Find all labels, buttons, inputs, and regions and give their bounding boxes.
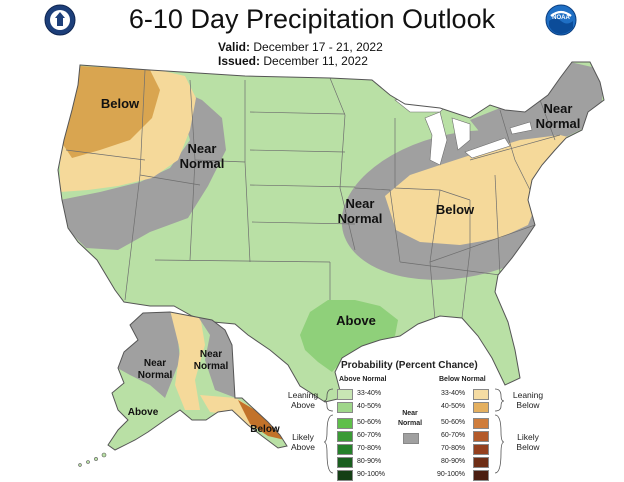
legend-likely-above-2: Above [290, 442, 316, 452]
legend-likely-below-1: Likely [517, 432, 539, 442]
noaa-logo: NOAA [545, 4, 577, 36]
legend-below-label: 60-70% [441, 432, 466, 439]
legend-near-normal: Near Normal [395, 409, 425, 429]
legend-below-swatch [473, 457, 489, 468]
legend-likely-below-2: Below [516, 442, 540, 452]
legend-below-header: Below Normal [439, 376, 486, 383]
conus-map [58, 62, 604, 402]
below-west-area [60, 66, 160, 158]
label-ak-above: Above [128, 407, 159, 418]
issued-date: December 11, 2022 [263, 54, 368, 68]
ak-below-area [238, 400, 285, 440]
legend-title: Probability (Percent Chance) [341, 360, 478, 371]
legend-leaning-below-2: Below [516, 400, 540, 410]
label-ak-near-west-2: Normal [138, 370, 173, 381]
legend-above-label: 50-60% [357, 419, 382, 426]
legend-below-swatch [473, 444, 489, 455]
legend-likely-above: Likely Above [283, 432, 323, 452]
legend-below-swatch [473, 418, 489, 429]
legend-brace-left [323, 388, 334, 474]
issued-label: Issued: [218, 54, 261, 68]
legend-above-label: 90-100% [357, 471, 386, 478]
legend-below-swatch [473, 389, 489, 400]
legend-brace-right [494, 388, 505, 474]
label-below-east: Below [436, 202, 475, 217]
legend-below-label: 90-100% [437, 471, 466, 478]
legend-below-swatch [473, 470, 489, 481]
above-gulf-area [300, 300, 398, 372]
legend-above-swatch [337, 470, 353, 481]
label-ak-near-east-2: Normal [194, 361, 229, 372]
label-near-central-1: Near [346, 196, 375, 211]
valid-label: Valid: [218, 40, 251, 54]
conus-outline [57, 61, 605, 403]
legend-below-label: 33-40% [441, 390, 466, 397]
probability-legend: Probability (Percent Chance) Above Norma… [283, 359, 623, 481]
legend-above-swatch [337, 431, 353, 442]
legend-above-label: 80-90% [357, 458, 382, 465]
legend-below-label: 70-80% [441, 445, 466, 452]
legend-above-header: Above Normal [339, 376, 387, 383]
legend-likely-above-1: Likely [292, 432, 314, 442]
legend-leaning-above-1: Leaning [287, 390, 319, 400]
aleutian-islands [78, 452, 107, 467]
legend-below-swatch [473, 402, 489, 413]
legend-leaning-above: Leaning Above [283, 390, 323, 410]
legend-below-label: 80-90% [441, 458, 466, 465]
legend-above-swatch [337, 389, 353, 400]
label-near-west-2: Normal [180, 156, 225, 171]
legend-above-label: 60-70% [357, 432, 382, 439]
label-near-west-1: Near [188, 141, 217, 156]
legend-leaning-above-2: Above [290, 400, 316, 410]
legend-below-swatch [473, 431, 489, 442]
near-normal-west-area [60, 88, 226, 250]
legend-above-label: 70-80% [357, 445, 382, 452]
label-near-central-2: Normal [338, 211, 383, 226]
commerce-seal-logo [44, 4, 76, 36]
valid-dates: December 17 - 21, 2022 [253, 40, 383, 54]
legend-above-swatch [337, 402, 353, 413]
legend-above-label: 33-40% [357, 390, 382, 397]
legend-above-swatch [337, 444, 353, 455]
legend-near-1: Near [402, 410, 418, 417]
ak-near-normal-east-area [195, 312, 236, 398]
legend-above-swatch [337, 418, 353, 429]
leaning-below-east-area [385, 135, 580, 245]
label-near-ne-1: Near [544, 101, 573, 116]
label-near-ne-2: Normal [536, 116, 581, 131]
label-ak-near-east-1: Near [200, 349, 222, 360]
ak-leaning-below-area [170, 312, 205, 410]
legend-above-swatch [337, 457, 353, 468]
issued-line: Issued: December 11, 2022 [218, 54, 368, 68]
alaska-outline [107, 311, 288, 451]
label-below-west: Below [101, 96, 140, 111]
legend-near-2: Normal [397, 420, 423, 427]
near-normal-northeast-area [470, 62, 604, 150]
label-ak-near-west-1: Near [144, 358, 166, 369]
legend-below-label: 40-50% [441, 403, 466, 410]
valid-line: Valid: December 17 - 21, 2022 [218, 40, 383, 54]
label-ak-below: Below [250, 424, 280, 435]
legend-above-label: 40-50% [357, 403, 382, 410]
noaa-logo-text: NOAA [552, 15, 570, 21]
legend-below-label: 50-60% [441, 419, 466, 426]
legend-leaning-below-1: Leaning [512, 390, 544, 400]
legend-likely-below: Likely Below [507, 432, 549, 452]
legend-near-normal-swatch [403, 433, 419, 444]
legend-leaning-below: Leaning Below [507, 390, 549, 410]
map-title: 6-10 Day Precipitation Outlook [128, 4, 496, 34]
label-above-gulf: Above [336, 313, 376, 328]
